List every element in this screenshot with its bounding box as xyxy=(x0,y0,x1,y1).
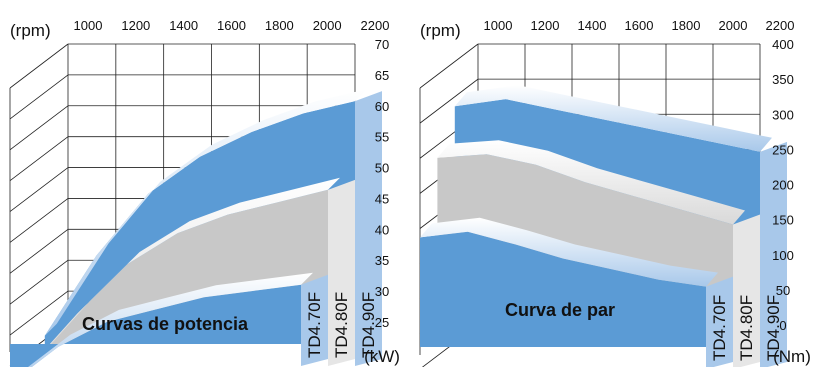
y-tick-label: 55 xyxy=(375,130,389,145)
y-tick-label: 100 xyxy=(772,248,794,263)
side-grid-line xyxy=(9,229,69,274)
x-tick-label: 1200 xyxy=(531,18,560,33)
y-tick-label: 45 xyxy=(375,191,389,206)
x-tick-label: 1200 xyxy=(121,18,150,33)
x-tick-label: 1600 xyxy=(217,18,246,33)
side-grid-line xyxy=(9,74,69,120)
x-tick-label: 1000 xyxy=(484,18,513,33)
series-TD4.80F-crest xyxy=(437,140,745,225)
series-TD4.70F-label: TD4.70F xyxy=(305,292,324,358)
series-TD4.90F-label: TD4.90F xyxy=(764,295,783,361)
side-grid-line xyxy=(9,43,69,89)
y-tick-label: 25 xyxy=(375,315,389,330)
y-tick-label: 40 xyxy=(375,222,389,237)
y-tick-label: 200 xyxy=(772,178,794,193)
x-tick-label: 2200 xyxy=(766,18,795,33)
series-TD4.80F-cap xyxy=(733,214,760,367)
y-tick-label: 30 xyxy=(375,284,389,299)
series-TD4.70F-cap xyxy=(301,274,328,366)
x-tick-label: 2000 xyxy=(313,18,342,33)
x-tick-label: 1600 xyxy=(625,18,654,33)
y-tick-label: 60 xyxy=(375,99,389,114)
side-grid-line xyxy=(9,136,69,181)
chart-title: Curva de par xyxy=(505,300,615,320)
y-tick-label: 50 xyxy=(375,161,389,176)
x-tick-label: 2000 xyxy=(719,18,748,33)
chart-title: Curvas de potencia xyxy=(82,314,249,334)
side-grid-line xyxy=(9,105,69,151)
series-TD4.80F-label: TD4.80F xyxy=(737,295,756,361)
series-TD4.70F-label: TD4.70F xyxy=(710,295,729,361)
side-grid-line xyxy=(419,78,479,124)
side-grid-line xyxy=(9,198,69,243)
side-grid-line xyxy=(9,167,69,212)
y-unit-label: (kW) xyxy=(364,347,400,366)
series-TD4.70F-crest xyxy=(420,217,718,287)
y-tick-label: 250 xyxy=(772,142,794,157)
y-tick-label: 70 xyxy=(375,37,389,52)
side-grid-line xyxy=(9,290,69,336)
x-tick-label: 2200 xyxy=(361,18,390,33)
side-grid-line xyxy=(419,43,479,89)
x-tick-label: 1000 xyxy=(74,18,103,33)
x-unit-label: (rpm) xyxy=(420,21,461,40)
x-tick-label: 1800 xyxy=(265,18,294,33)
y-tick-label: 300 xyxy=(772,107,794,122)
y-tick-label: 0 xyxy=(779,318,786,333)
y-tick-label: 150 xyxy=(772,213,794,228)
x-tick-label: 1400 xyxy=(578,18,607,33)
y-tick-label: 35 xyxy=(375,253,389,268)
series-TD4.70F-cap xyxy=(706,276,733,367)
power-panel: TD4.90F TD4.80F TD4.70F 1000 1200 1400 1600 180… xyxy=(9,18,400,367)
y-tick-label: 65 xyxy=(375,68,389,83)
side-grid-line xyxy=(9,259,69,305)
series-TD4.80F-cap xyxy=(328,179,355,366)
y-tick-label: 50 xyxy=(776,283,790,298)
x-tick-label: 1800 xyxy=(672,18,701,33)
series-TD4.80F-label: TD4.80F xyxy=(332,292,351,358)
series-TD4.70F-face xyxy=(10,284,301,367)
series-TD4.90F-label: TD4.90F xyxy=(359,292,378,358)
series-TD4.90F-cap xyxy=(355,91,382,367)
y-tick-label: 350 xyxy=(772,72,794,87)
y-tick-label: 400 xyxy=(772,37,794,52)
series-TD4.70F-crest xyxy=(28,272,313,367)
x-unit-label: (rpm) xyxy=(10,21,51,40)
x-tick-label: 1400 xyxy=(169,18,198,33)
series-TD4.90F-cap xyxy=(760,141,787,367)
series-TD4.90F-crest xyxy=(454,85,772,152)
series-TD4.70F-face xyxy=(420,231,706,347)
y-unit-label: (Nm) xyxy=(773,347,811,366)
